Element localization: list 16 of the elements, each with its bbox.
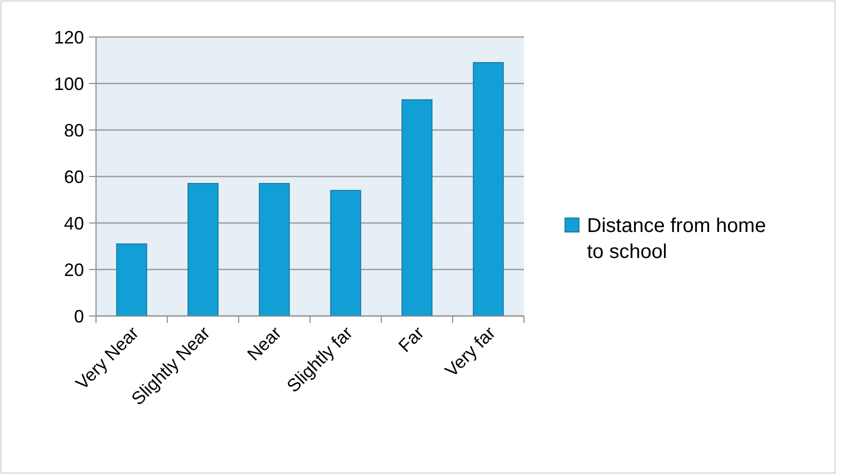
legend-label: Distance from home to school — [587, 215, 766, 263]
bar — [188, 182, 218, 316]
y-tick-label: 40 — [64, 213, 84, 234]
x-tick-label: Very far — [441, 322, 500, 381]
bar — [116, 243, 148, 316]
y-tick-label: 20 — [64, 260, 84, 280]
x-tick-label: Far — [394, 322, 428, 356]
y-tick-label: 0 — [74, 306, 84, 326]
y-tick-label: 60 — [64, 166, 84, 187]
bar — [402, 99, 432, 316]
bar — [258, 182, 290, 316]
bar — [330, 190, 362, 316]
y-tick-label: 100 — [54, 74, 84, 94]
y-tick-label: 120 — [54, 27, 84, 48]
y-tick-label: 80 — [64, 120, 84, 140]
bar — [472, 62, 504, 316]
